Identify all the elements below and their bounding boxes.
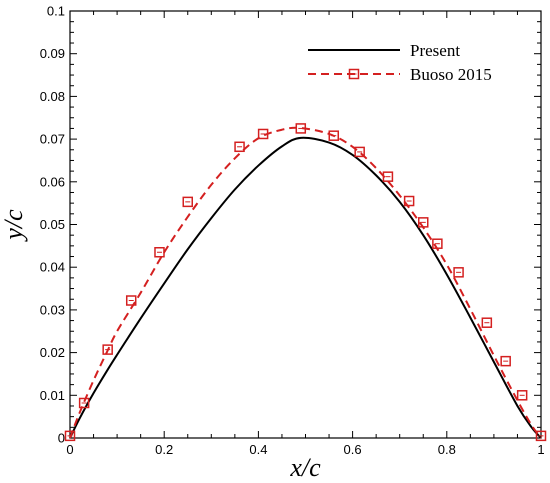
data-point [354, 146, 365, 158]
y-tick-label: 0.01 [40, 388, 65, 403]
data-point [154, 247, 165, 258]
series-line-1 [69, 126, 542, 439]
y-tick-label: 0.05 [40, 217, 65, 232]
x-tick-label: 0.4 [249, 442, 267, 457]
y-tick-label: 0.08 [40, 89, 65, 104]
legend-label: Present [410, 41, 460, 60]
legend-marker [348, 68, 360, 80]
data-point [257, 128, 269, 140]
x-tick-label: 0.2 [155, 442, 173, 457]
data-point [418, 217, 429, 228]
x-tick-label: 0 [66, 442, 73, 457]
data-point [234, 141, 245, 153]
x-tick-label: 1 [537, 442, 544, 457]
data-point [535, 430, 547, 442]
y-tick-label: 0.06 [40, 174, 65, 189]
data-point [102, 344, 113, 355]
x-tick-label: 0.6 [344, 442, 362, 457]
legend: Present Buoso 2015 [308, 41, 492, 84]
data-point [78, 397, 90, 409]
x-tick-label: 0.8 [438, 442, 456, 457]
legend-label: Buoso 2015 [410, 65, 492, 84]
x-axis-label: x/c [289, 453, 321, 482]
data-point [182, 196, 193, 208]
data-point [295, 123, 307, 134]
data-point [432, 238, 443, 249]
legend-item-0: Present [308, 41, 460, 60]
y-tick-label: 0.1 [47, 4, 65, 19]
y-tick-label: 0 [58, 431, 65, 446]
data-point [481, 317, 493, 328]
y-tick-label: 0.04 [40, 260, 65, 275]
data-point [403, 195, 415, 207]
series-line-0 [69, 136, 542, 439]
y-tick-label: 0.03 [40, 302, 65, 317]
y-tick-label: 0.07 [40, 132, 65, 147]
data-point [382, 171, 394, 182]
data-point [328, 130, 340, 141]
axes: 0 0.2 0.4 0.6 0.8 1 0 0.01 0.02 0.03 0.04 0.05 0.06 0… [40, 4, 545, 458]
data-point [500, 355, 511, 367]
series-0 [69, 136, 542, 439]
series-1 [64, 123, 547, 442]
legend-item-1: Buoso 2015 [308, 65, 492, 84]
y-axis-label: y/c [0, 209, 28, 243]
data-point [125, 295, 137, 306]
data-point [64, 430, 76, 442]
y-tick-label: 0.02 [40, 345, 65, 360]
data-point [516, 390, 528, 401]
series-layer [64, 123, 547, 442]
data-point [453, 267, 464, 278]
y-tick-label: 0.09 [40, 46, 65, 61]
